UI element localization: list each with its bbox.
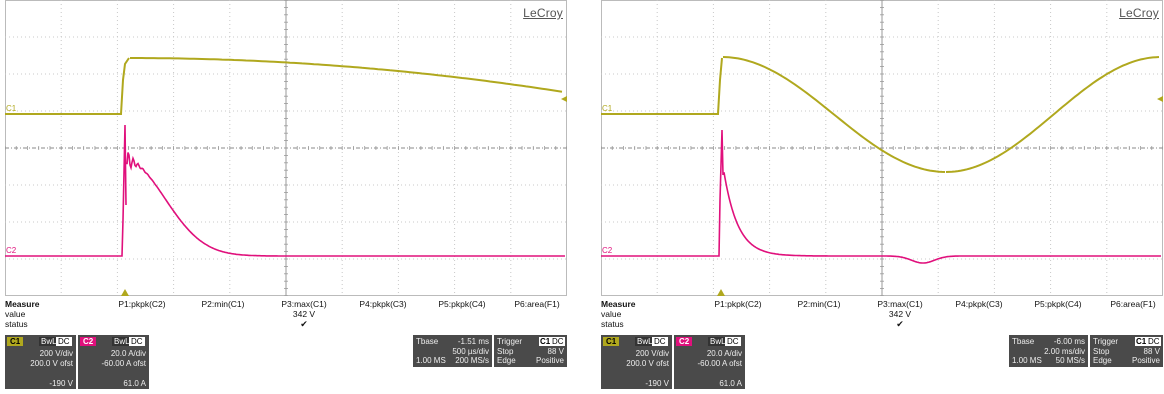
- channel-1-readout: -190 V: [645, 379, 669, 388]
- c1-marker: C1: [6, 104, 17, 113]
- trigger-level-marker: [1157, 96, 1163, 102]
- trigger-mode: Stop: [1093, 347, 1110, 356]
- measure-param-p3[interactable]: P3:max(C1): [281, 299, 327, 309]
- trigger-coupling: DC: [1147, 337, 1161, 346]
- trigger-slope: Positive: [1131, 356, 1160, 365]
- measure-param-p5[interactable]: P5:pkpk(C4): [1034, 299, 1082, 309]
- trace-c2-current: [601, 129, 1161, 264]
- measure-header: Measure: [601, 299, 636, 309]
- measure-row-label-value: value: [601, 309, 622, 319]
- trigger-slope: Positive: [535, 356, 564, 365]
- trigger-position-marker: [121, 289, 129, 296]
- scope-screen-left: LeCroy C1 C2 Measure value status P1:pkp…: [5, 0, 567, 394]
- waveform-grid-left: [5, 0, 567, 296]
- measure-status-p3: ✔: [896, 319, 904, 329]
- trigger-type: Edge: [497, 356, 516, 365]
- measure-param-p4[interactable]: P4:pkpk(C3): [955, 299, 1003, 309]
- measure-value-p3: 342 V: [292, 309, 316, 319]
- trigger-label: Trigger: [497, 337, 523, 346]
- c1-marker: C1: [602, 104, 613, 113]
- lecroy-logo: LeCroy: [523, 6, 563, 20]
- measure-param-p1[interactable]: P1:pkpk(C2): [714, 299, 762, 309]
- channel-1-readout: -190 V: [49, 379, 73, 388]
- trace-c1-voltage: [5, 57, 563, 115]
- measure-param-p4[interactable]: P4:pkpk(C3): [359, 299, 407, 309]
- channel-1-offset: 200.0 V ofst: [626, 359, 669, 368]
- waveform-grid-right: [601, 0, 1163, 296]
- channel-2-readout: 61.0 A: [123, 379, 146, 388]
- timebase-samples: 1.00 MS: [416, 356, 446, 365]
- lecroy-logo: LeCroy: [1119, 6, 1159, 20]
- measure-param-p5[interactable]: P5:pkpk(C4): [438, 299, 486, 309]
- channel-2-scale: 20.0 A/div: [110, 349, 146, 358]
- measure-row-label-status: status: [601, 319, 624, 329]
- channel-2-box[interactable]: C2 BwL DC 20.0 A/div -60.00 A ofst 61.0 …: [78, 335, 149, 389]
- trigger-level: 88 V: [547, 347, 564, 356]
- measure-header: Measure: [5, 299, 40, 309]
- measure-table: Measure value status P1:pkpk(C2) P2:min(…: [5, 299, 567, 333]
- timebase-div: 500 µs/div: [452, 347, 489, 356]
- channel-1-offset: 200.0 V ofst: [30, 359, 73, 368]
- trace-c2-current: [5, 124, 565, 257]
- trigger-mode: Stop: [497, 347, 514, 356]
- trace-c1-voltage: [601, 56, 1160, 173]
- measure-value-p3: 342 V: [888, 309, 912, 319]
- channel-1-scale: 200 V/div: [635, 349, 669, 358]
- bandwidth-limit-badge: BwL: [39, 337, 59, 346]
- timebase-label: Tbase: [416, 337, 439, 346]
- channel-2-offset: -60.00 A ofst: [101, 359, 146, 368]
- channel-2-tag: C2: [676, 337, 693, 346]
- timebase-box[interactable]: Tbase -1.51 ms 500 µs/div 1.00 MS 200 MS…: [413, 335, 492, 367]
- channel-2-offset: -60.00 A ofst: [697, 359, 742, 368]
- timebase-samples: 1.00 MS: [1012, 356, 1042, 365]
- channel-2-box[interactable]: C2 BwL DC 20.0 A/div -60.00 A ofst 61.0 …: [674, 335, 745, 389]
- coupling-badge: DC: [129, 337, 145, 346]
- trigger-type: Edge: [1093, 356, 1112, 365]
- trigger-level: 88 V: [1143, 347, 1160, 356]
- timebase-box[interactable]: Tbase -6.00 ms 2.00 ms/div 1.00 MS 50 MS…: [1009, 335, 1088, 367]
- bandwidth-limit-badge: BwL: [708, 337, 728, 346]
- channel-2-readout: 61.0 A: [719, 379, 742, 388]
- timebase-label: Tbase: [1012, 337, 1035, 346]
- coupling-badge: DC: [725, 337, 741, 346]
- trigger-box[interactable]: Trigger C1 DC Stop 88 V Edge Positive: [1090, 335, 1163, 367]
- channel-1-tag: C1: [7, 337, 24, 346]
- timebase-delay: -1.51 ms: [457, 337, 489, 346]
- trigger-box[interactable]: Trigger C1 DC Stop 88 V Edge Positive: [494, 335, 567, 367]
- measure-param-p6[interactable]: P6:area(F1): [514, 299, 560, 309]
- measure-status-p3: ✔: [300, 319, 308, 329]
- trigger-label: Trigger: [1093, 337, 1119, 346]
- timebase-rate: 50 MS/s: [1055, 356, 1085, 365]
- timebase-div: 2.00 ms/div: [1044, 347, 1085, 356]
- trigger-position-marker: [717, 289, 725, 296]
- channel-1-box[interactable]: C1 BwL DC 200 V/div 200.0 V ofst -190 V: [5, 335, 76, 389]
- trigger-source: C1: [1135, 337, 1148, 346]
- timebase-rate: 200 MS/s: [455, 356, 489, 365]
- coupling-badge: DC: [652, 337, 668, 346]
- c2-marker: C2: [602, 246, 613, 255]
- measure-row-label-value: value: [5, 309, 26, 319]
- bandwidth-limit-badge: BwL: [635, 337, 655, 346]
- trigger-level-marker: [561, 96, 567, 102]
- trigger-source: C1: [539, 337, 552, 346]
- measure-param-p3[interactable]: P3:max(C1): [877, 299, 923, 309]
- bandwidth-limit-badge: BwL: [112, 337, 132, 346]
- c2-marker: C2: [6, 246, 17, 255]
- timebase-delay: -6.00 ms: [1053, 337, 1085, 346]
- scope-screen-right: LeCroy C1 C2 Measure value status P1:pkp…: [601, 0, 1163, 394]
- channel-2-scale: 20.0 A/div: [706, 349, 742, 358]
- channel-1-box[interactable]: C1 BwL DC 200 V/div 200.0 V ofst -190 V: [601, 335, 672, 389]
- measure-param-p1[interactable]: P1:pkpk(C2): [118, 299, 166, 309]
- coupling-badge: DC: [56, 337, 72, 346]
- measure-row-label-status: status: [5, 319, 28, 329]
- trigger-coupling: DC: [551, 337, 565, 346]
- measure-param-p6[interactable]: P6:area(F1): [1110, 299, 1156, 309]
- channel-1-scale: 200 V/div: [39, 349, 73, 358]
- channel-2-tag: C2: [80, 337, 97, 346]
- channel-1-tag: C1: [603, 337, 620, 346]
- measure-param-p2[interactable]: P2:min(C1): [201, 299, 245, 309]
- measure-table: Measure value status P1:pkpk(C2) P2:min(…: [601, 299, 1163, 333]
- measure-param-p2[interactable]: P2:min(C1): [797, 299, 841, 309]
